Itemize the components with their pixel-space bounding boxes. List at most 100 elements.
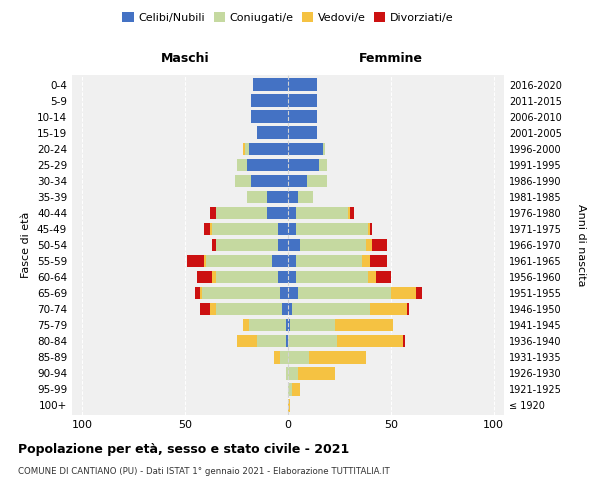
- Bar: [272, 255, 288, 268]
- Bar: [288, 255, 296, 268]
- Bar: [335, 319, 393, 332]
- Bar: [376, 271, 391, 283]
- Bar: [278, 238, 288, 252]
- Bar: [251, 94, 288, 107]
- Bar: [288, 158, 319, 171]
- Bar: [286, 319, 288, 332]
- Bar: [288, 383, 292, 396]
- Bar: [286, 367, 288, 380]
- Bar: [368, 271, 376, 283]
- Bar: [212, 222, 278, 235]
- Bar: [391, 287, 416, 300]
- Bar: [280, 287, 288, 300]
- Bar: [203, 255, 206, 268]
- Bar: [268, 206, 288, 219]
- Bar: [307, 174, 327, 187]
- Bar: [278, 271, 288, 283]
- Bar: [298, 287, 391, 300]
- Bar: [210, 206, 216, 219]
- Bar: [288, 319, 290, 332]
- Legend: Celibi/Nubili, Coniugati/e, Vedovi/e, Divorziati/e: Celibi/Nubili, Coniugati/e, Vedovi/e, Di…: [118, 8, 458, 28]
- Bar: [216, 206, 268, 219]
- Bar: [298, 190, 313, 203]
- Bar: [212, 271, 216, 283]
- Text: Popolazione per età, sesso e stato civile - 2021: Popolazione per età, sesso e stato civil…: [18, 442, 349, 456]
- Bar: [200, 303, 210, 316]
- Bar: [290, 319, 335, 332]
- Bar: [216, 238, 278, 252]
- Bar: [319, 158, 327, 171]
- Bar: [235, 174, 251, 187]
- Bar: [296, 271, 368, 283]
- Bar: [236, 158, 247, 171]
- Bar: [368, 222, 370, 235]
- Bar: [296, 206, 347, 219]
- Bar: [288, 238, 301, 252]
- Bar: [278, 222, 288, 235]
- Bar: [370, 255, 387, 268]
- Bar: [373, 238, 387, 252]
- Bar: [362, 255, 370, 268]
- Bar: [298, 367, 335, 380]
- Bar: [247, 190, 268, 203]
- Bar: [282, 303, 288, 316]
- Bar: [212, 238, 216, 252]
- Bar: [251, 110, 288, 123]
- Bar: [280, 351, 288, 364]
- Bar: [308, 351, 366, 364]
- Bar: [268, 190, 288, 203]
- Bar: [288, 271, 296, 283]
- Bar: [257, 126, 288, 139]
- Bar: [202, 287, 280, 300]
- Bar: [251, 174, 288, 187]
- Bar: [249, 142, 288, 155]
- Bar: [288, 174, 307, 187]
- Bar: [288, 303, 292, 316]
- Bar: [257, 335, 286, 347]
- Bar: [274, 351, 280, 364]
- Bar: [197, 271, 212, 283]
- Bar: [243, 319, 249, 332]
- Bar: [288, 287, 298, 300]
- Bar: [288, 94, 317, 107]
- Y-axis label: Fasce di età: Fasce di età: [22, 212, 31, 278]
- Bar: [288, 206, 296, 219]
- Bar: [288, 367, 298, 380]
- Bar: [206, 255, 272, 268]
- Bar: [187, 255, 203, 268]
- Bar: [216, 271, 278, 283]
- Text: COMUNE DI CANTIANO (PU) - Dati ISTAT 1° gennaio 2021 - Elaborazione TUTTITALIA.I: COMUNE DI CANTIANO (PU) - Dati ISTAT 1° …: [18, 468, 390, 476]
- Bar: [292, 303, 370, 316]
- Bar: [288, 142, 323, 155]
- Bar: [286, 335, 288, 347]
- Bar: [403, 335, 405, 347]
- Bar: [288, 399, 290, 411]
- Text: Femmine: Femmine: [359, 52, 423, 66]
- Bar: [236, 335, 257, 347]
- Bar: [203, 222, 210, 235]
- Bar: [288, 78, 317, 91]
- Bar: [247, 158, 288, 171]
- Bar: [370, 303, 407, 316]
- Bar: [296, 222, 368, 235]
- Bar: [347, 206, 350, 219]
- Bar: [407, 303, 409, 316]
- Bar: [253, 78, 288, 91]
- Bar: [288, 335, 337, 347]
- Bar: [210, 303, 216, 316]
- Bar: [301, 238, 366, 252]
- Y-axis label: Anni di nascita: Anni di nascita: [575, 204, 586, 286]
- Bar: [350, 206, 354, 219]
- Bar: [200, 287, 202, 300]
- Bar: [296, 255, 362, 268]
- Bar: [243, 142, 245, 155]
- Bar: [216, 303, 282, 316]
- Bar: [245, 142, 249, 155]
- Bar: [323, 142, 325, 155]
- Text: Maschi: Maschi: [161, 52, 209, 66]
- Bar: [416, 287, 422, 300]
- Bar: [370, 222, 373, 235]
- Bar: [288, 126, 317, 139]
- Bar: [210, 222, 212, 235]
- Bar: [249, 319, 286, 332]
